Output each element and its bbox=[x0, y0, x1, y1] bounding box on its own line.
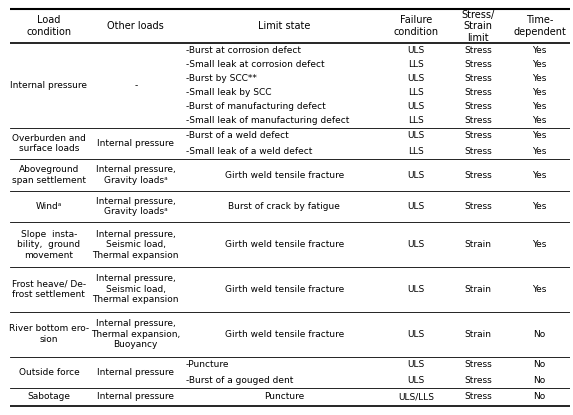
Text: Yes: Yes bbox=[532, 240, 547, 249]
Text: ULS: ULS bbox=[407, 46, 425, 55]
Text: ULS: ULS bbox=[407, 202, 425, 211]
Text: Slope  insta-
bility,  ground
movement: Slope insta- bility, ground movement bbox=[17, 230, 80, 259]
Text: Time-
dependent: Time- dependent bbox=[513, 15, 566, 37]
Text: Stress: Stress bbox=[464, 103, 492, 111]
Text: Stress/
Strain
limit: Stress/ Strain limit bbox=[461, 10, 494, 43]
Text: Yes: Yes bbox=[532, 103, 547, 111]
Text: -Puncture: -Puncture bbox=[186, 360, 229, 369]
Text: Yes: Yes bbox=[532, 46, 547, 55]
Text: Windᵃ: Windᵃ bbox=[36, 202, 62, 211]
Text: ULS: ULS bbox=[407, 131, 425, 140]
Text: Yes: Yes bbox=[532, 147, 547, 156]
Text: River bottom ero-
sion: River bottom ero- sion bbox=[9, 325, 89, 344]
Text: -Small leak by SCC: -Small leak by SCC bbox=[186, 88, 271, 97]
Text: -Small leak of a weld defect: -Small leak of a weld defect bbox=[186, 147, 312, 156]
Text: -Burst of manufacturing defect: -Burst of manufacturing defect bbox=[186, 103, 325, 111]
Text: Internal pressure: Internal pressure bbox=[97, 139, 174, 148]
Text: Stress: Stress bbox=[464, 202, 492, 211]
Text: Stress: Stress bbox=[464, 46, 492, 55]
Text: Sabotage: Sabotage bbox=[28, 393, 70, 401]
Text: LLS: LLS bbox=[408, 88, 424, 97]
Text: No: No bbox=[533, 376, 545, 385]
Text: Stress: Stress bbox=[464, 74, 492, 83]
Text: -: - bbox=[134, 81, 138, 90]
Text: Stress: Stress bbox=[464, 117, 492, 125]
Text: Limit state: Limit state bbox=[258, 21, 311, 31]
Text: Girth weld tensile fracture: Girth weld tensile fracture bbox=[225, 330, 344, 339]
Text: ULS: ULS bbox=[407, 376, 425, 385]
Text: Yes: Yes bbox=[532, 171, 547, 180]
Text: Internal pressure,
Gravity loadsᵃ: Internal pressure, Gravity loadsᵃ bbox=[96, 197, 176, 216]
Text: Yes: Yes bbox=[532, 285, 547, 294]
Text: Internal pressure: Internal pressure bbox=[97, 393, 174, 401]
Text: Yes: Yes bbox=[532, 74, 547, 83]
Text: Internal pressure,
Gravity loadsᵃ: Internal pressure, Gravity loadsᵃ bbox=[96, 166, 176, 185]
Text: Stress: Stress bbox=[464, 360, 492, 369]
Text: Yes: Yes bbox=[532, 202, 547, 211]
Text: Puncture: Puncture bbox=[264, 393, 304, 401]
Text: -Burst by SCC**: -Burst by SCC** bbox=[186, 74, 257, 83]
Text: LLS: LLS bbox=[408, 117, 424, 125]
Text: Girth weld tensile fracture: Girth weld tensile fracture bbox=[225, 285, 344, 294]
Text: ULS: ULS bbox=[407, 360, 425, 369]
Text: Internal pressure: Internal pressure bbox=[97, 368, 174, 377]
Text: Internal pressure,
Seismic load,
Thermal expansion: Internal pressure, Seismic load, Thermal… bbox=[93, 274, 179, 304]
Text: Other loads: Other loads bbox=[107, 21, 164, 31]
Text: -Burst at corrosion defect: -Burst at corrosion defect bbox=[186, 46, 301, 55]
Text: Overburden and
surface loads: Overburden and surface loads bbox=[12, 134, 86, 154]
Text: No: No bbox=[533, 330, 545, 339]
Text: Yes: Yes bbox=[532, 117, 547, 125]
Text: Stress: Stress bbox=[464, 131, 492, 140]
Text: Strain: Strain bbox=[464, 285, 491, 294]
Text: Strain: Strain bbox=[464, 240, 491, 249]
Text: ULS: ULS bbox=[407, 285, 425, 294]
Text: Strain: Strain bbox=[464, 330, 491, 339]
Text: -Small leak of manufacturing defect: -Small leak of manufacturing defect bbox=[186, 117, 349, 125]
Text: ULS/LLS: ULS/LLS bbox=[398, 393, 434, 401]
Text: ULS: ULS bbox=[407, 330, 425, 339]
Text: Yes: Yes bbox=[532, 88, 547, 97]
Text: ULS: ULS bbox=[407, 171, 425, 180]
Text: Aboveground
span settlement: Aboveground span settlement bbox=[12, 166, 86, 185]
Text: Internal pressure,
Seismic load,
Thermal expansion: Internal pressure, Seismic load, Thermal… bbox=[93, 230, 179, 259]
Text: Stress: Stress bbox=[464, 171, 492, 180]
Text: -Burst of a gouged dent: -Burst of a gouged dent bbox=[186, 376, 293, 385]
Text: Internal pressure: Internal pressure bbox=[10, 81, 88, 90]
Text: Stress: Stress bbox=[464, 60, 492, 69]
Text: Outside force: Outside force bbox=[18, 368, 79, 377]
Text: Internal pressure,
Thermal expansion,
Buoyancy: Internal pressure, Thermal expansion, Bu… bbox=[91, 319, 180, 349]
Text: Failure
condition: Failure condition bbox=[394, 15, 439, 37]
Text: Stress: Stress bbox=[464, 393, 492, 401]
Text: Stress: Stress bbox=[464, 88, 492, 97]
Text: -Burst of a weld defect: -Burst of a weld defect bbox=[186, 131, 288, 140]
Text: ULS: ULS bbox=[407, 74, 425, 83]
Text: -Small leak at corrosion defect: -Small leak at corrosion defect bbox=[186, 60, 324, 69]
Text: Girth weld tensile fracture: Girth weld tensile fracture bbox=[225, 240, 344, 249]
Text: ULS: ULS bbox=[407, 103, 425, 111]
Text: Yes: Yes bbox=[532, 131, 547, 140]
Text: LLS: LLS bbox=[408, 60, 424, 69]
Text: Load
condition: Load condition bbox=[26, 15, 72, 37]
Text: Stress: Stress bbox=[464, 376, 492, 385]
Text: Burst of crack by fatigue: Burst of crack by fatigue bbox=[229, 202, 340, 211]
Text: Girth weld tensile fracture: Girth weld tensile fracture bbox=[225, 171, 344, 180]
Text: Stress: Stress bbox=[464, 147, 492, 156]
Text: Yes: Yes bbox=[532, 60, 547, 69]
Text: Frost heave/ De-
frost settlement: Frost heave/ De- frost settlement bbox=[12, 280, 86, 299]
Text: LLS: LLS bbox=[408, 147, 424, 156]
Text: No: No bbox=[533, 393, 545, 401]
Text: No: No bbox=[533, 360, 545, 369]
Text: ULS: ULS bbox=[407, 240, 425, 249]
